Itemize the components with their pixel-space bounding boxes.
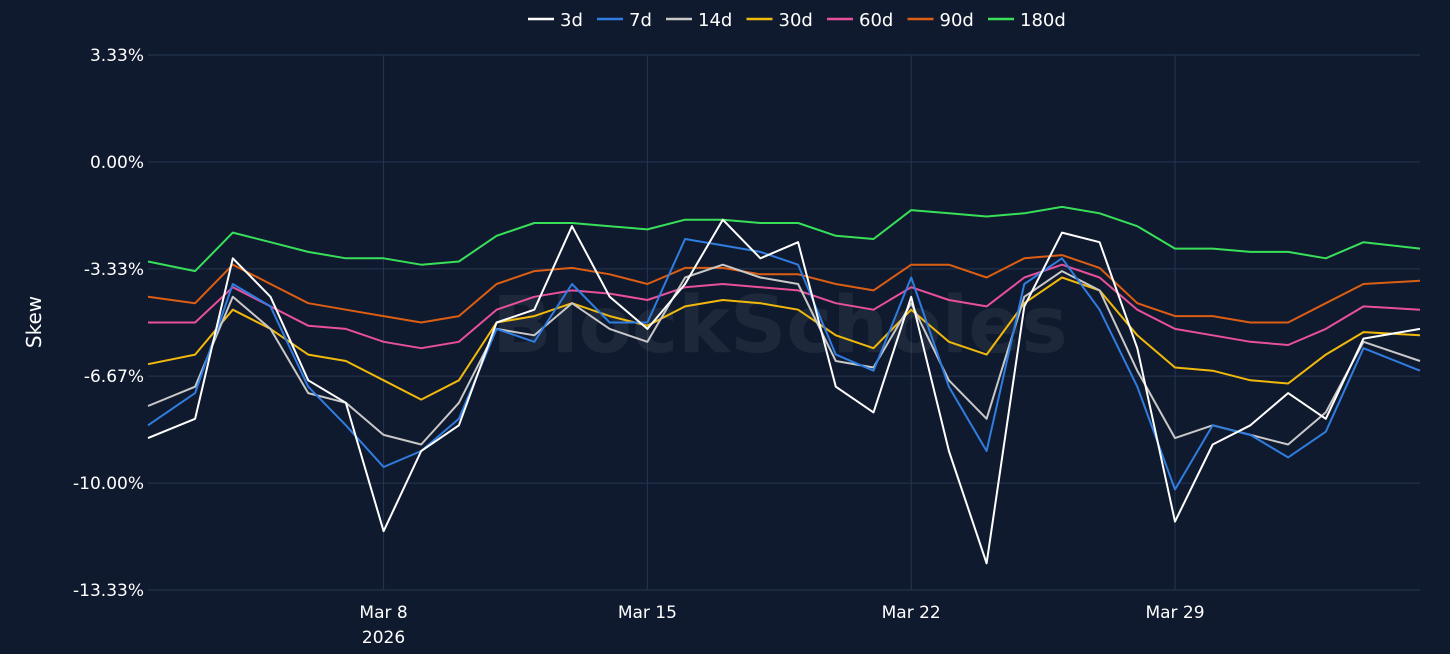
x-tick-label: Mar 15 (618, 603, 677, 623)
y-tick-label: -10.00% (73, 474, 144, 494)
legend-label: 180d (1020, 10, 1066, 31)
y-tick-labels: 3.33% 0.00% -3.33% -6.67% -10.00% -13.33% (73, 46, 144, 601)
legend-label: 3d (560, 10, 583, 31)
x-tick-label: Mar 29 (1145, 603, 1204, 623)
x-tick-label: Mar 22 (882, 603, 941, 623)
watermark: BlockScholes (492, 281, 1067, 371)
y-tick-label: -3.33% (84, 260, 144, 280)
series-line-180d (147, 205, 1421, 273)
legend-item-14d[interactable]: 14d (666, 10, 732, 31)
legend: 3d 7d 14d 30d 60d 90d 180d (528, 10, 1066, 31)
x-tick-labels: Mar 8 2026 Mar 15 Mar 22 Mar 29 (359, 603, 1204, 648)
legend-item-180d[interactable]: 180d (988, 10, 1066, 31)
series-layer (147, 205, 1421, 565)
legend-item-3d[interactable]: 3d (528, 10, 583, 31)
legend-item-90d[interactable]: 90d (907, 10, 974, 31)
series-line-3d (147, 218, 1421, 565)
legend-label: 60d (859, 10, 893, 31)
y-tick-label: 0.00% (90, 153, 144, 173)
series-line-14d (147, 263, 1421, 446)
x-tick-year-label: 2026 (362, 628, 405, 648)
grid-layer (148, 54, 1420, 591)
y-tick-label: -13.33% (73, 581, 144, 601)
legend-label: 30d (779, 10, 813, 31)
legend-label: 90d (940, 10, 974, 31)
legend-item-30d[interactable]: 30d (746, 10, 813, 31)
series-line-30d (147, 276, 1421, 401)
y-tick-label: 3.33% (90, 46, 144, 66)
y-tick-label: -6.67% (84, 367, 144, 387)
series-line-60d (148, 263, 1421, 350)
x-tick-label: Mar 8 (359, 603, 407, 623)
series-line-7d (147, 238, 1421, 491)
series-line-90d (147, 254, 1421, 324)
legend-item-60d[interactable]: 60d (827, 10, 893, 31)
y-axis-title: Skew (22, 296, 46, 348)
legend-label: 14d (698, 10, 732, 31)
legend-label: 7d (629, 10, 652, 31)
legend-item-7d[interactable]: 7d (597, 10, 652, 31)
